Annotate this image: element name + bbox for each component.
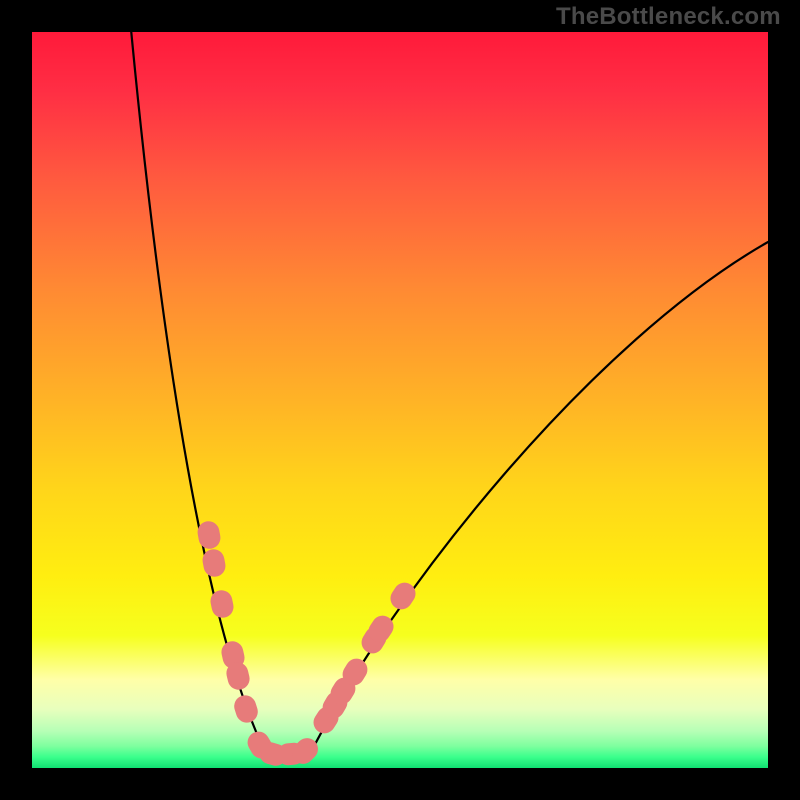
curve-layer <box>32 32 768 768</box>
data-marker <box>196 519 222 550</box>
plot-area <box>32 32 768 768</box>
chart-canvas: TheBottleneck.com <box>0 0 800 800</box>
data-marker <box>231 693 260 726</box>
data-marker <box>386 578 419 613</box>
bottleneck-curve <box>129 8 768 754</box>
marker-group <box>196 519 420 768</box>
watermark-text: TheBottleneck.com <box>556 3 781 31</box>
